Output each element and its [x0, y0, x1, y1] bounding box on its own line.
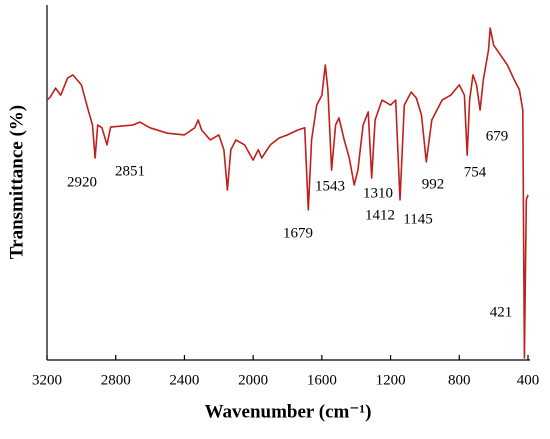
x-tick-label: 1200 [376, 372, 406, 388]
x-tick-label: 3200 [32, 372, 62, 388]
x-tick-label: 2800 [101, 372, 131, 388]
peak-label: 1679 [283, 225, 313, 241]
x-tick-label: 2000 [238, 372, 268, 388]
peak-label: 1145 [403, 211, 432, 227]
peak-label: 2920 [67, 174, 97, 190]
peak-label: 1412 [365, 207, 395, 223]
peak-label: 1543 [315, 178, 345, 194]
x-tick-label: 1600 [307, 372, 337, 388]
peak-label: 992 [422, 176, 445, 192]
x-tick-label: 800 [448, 372, 471, 388]
peak-label: 1310 [363, 185, 393, 201]
spectrum-line [46, 27, 529, 359]
peak-label: 2851 [115, 163, 145, 179]
peak-label: 754 [464, 164, 487, 180]
x-tick-label: 400 [517, 372, 540, 388]
peak-label: 421 [490, 304, 513, 320]
x-axis-label: Wavenumber (cm⁻¹) [205, 401, 372, 422]
x-tick-label: 2400 [169, 372, 199, 388]
peak-label: 679 [486, 128, 509, 144]
y-axis-label: Transmittance (%) [6, 105, 27, 259]
